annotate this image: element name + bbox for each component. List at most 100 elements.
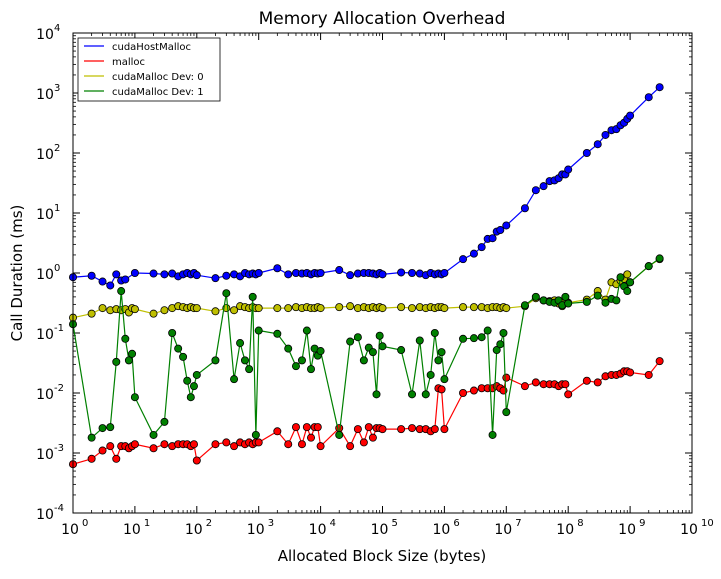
data-point-cudamalloc-dev-0 (459, 303, 468, 312)
data-point-cudahostmalloc (488, 234, 497, 243)
data-point-cudamalloc-dev-1 (353, 333, 362, 342)
data-point-cudahostmalloc (160, 270, 169, 279)
data-point-cudamalloc-dev-1 (375, 331, 384, 340)
data-point-cudamalloc-dev-0 (440, 304, 449, 313)
data-point-cudamalloc-dev-1 (520, 301, 529, 310)
data-point-cudamalloc-dev-0 (211, 307, 220, 316)
data-point-cudamalloc-dev-1 (254, 326, 263, 335)
data-point-cudamalloc-dev-0 (316, 304, 325, 313)
data-point-cudamalloc-dev-1 (430, 328, 439, 337)
x-tick-exponent: 9 (639, 518, 645, 529)
data-point-cudahostmalloc (397, 268, 406, 277)
data-point-malloc (564, 390, 573, 399)
data-point-cudamalloc-dev-1 (397, 346, 406, 355)
data-point-malloc (254, 438, 263, 447)
data-point-cudamalloc-dev-0 (284, 304, 293, 313)
x-tick-label: 10 (309, 522, 327, 538)
x-tick-exponent: 8 (577, 518, 583, 529)
x-tick-exponent: 2 (206, 518, 212, 529)
data-point-malloc (302, 423, 311, 432)
x-tick-label: 10 (185, 522, 203, 538)
y-tick-exponent: -1 (54, 323, 64, 334)
x-tick-label: 10 (432, 522, 450, 538)
data-point-cudamalloc-dev-0 (335, 303, 344, 312)
x-tick-label: 10 (494, 522, 512, 538)
x-tick-exponent: 10 (701, 518, 714, 529)
y-tick-label: 10 (36, 507, 54, 523)
data-point-cudamalloc-dev-1 (483, 326, 492, 335)
data-point-cudamalloc-dev-1 (186, 393, 195, 402)
data-point-cudamalloc-dev-1 (623, 287, 632, 296)
data-point-malloc (359, 438, 368, 447)
data-point-cudamalloc-dev-1 (415, 336, 424, 345)
x-tick-label: 10 (371, 522, 389, 538)
chart-title: Memory Allocation Overhead (259, 9, 506, 29)
data-point-malloc (353, 425, 362, 434)
data-point-cudamalloc-dev-1 (284, 344, 293, 353)
data-point-malloc (222, 438, 231, 447)
data-point-cudahostmalloc (408, 268, 417, 277)
series-cudahostmalloc (69, 83, 664, 290)
series-cudamalloc-dev-1 (69, 254, 664, 442)
data-point-malloc (273, 427, 282, 436)
data-point-cudahostmalloc (273, 264, 282, 273)
data-point-cudamalloc-dev-1 (644, 262, 653, 271)
data-point-cudamalloc-dev-0 (469, 303, 478, 312)
y-tick-exponent: 4 (54, 23, 60, 34)
data-point-cudamalloc-dev-1 (616, 273, 625, 282)
legend-entry-label: cudaMalloc Dev: 1 (112, 87, 204, 98)
data-point-cudahostmalloc (284, 270, 293, 279)
data-point-cudamalloc-dev-0 (408, 304, 417, 313)
data-point-cudamalloc-dev-1 (230, 375, 239, 384)
data-point-malloc (561, 380, 570, 389)
data-point-malloc (307, 433, 316, 442)
data-point-cudamalloc-dev-1 (492, 346, 501, 355)
data-point-cudamalloc-dev-1 (408, 390, 417, 399)
data-point-cudahostmalloc (211, 274, 220, 283)
data-point-cudamalloc-dev-1 (564, 299, 573, 308)
data-point-cudamalloc-dev-1 (593, 291, 602, 300)
data-point-cudamalloc-dev-0 (98, 304, 107, 313)
data-point-malloc (291, 423, 300, 432)
data-point-malloc (192, 456, 201, 465)
data-point-cudamalloc-dev-1 (368, 348, 377, 357)
data-point-cudamalloc-dev-0 (273, 304, 282, 313)
data-point-cudahostmalloc (539, 182, 548, 191)
data-point-malloc (440, 425, 449, 434)
data-point-cudamalloc-dev-1 (378, 342, 387, 351)
data-point-cudahostmalloc (87, 271, 96, 280)
data-point-cudahostmalloc (130, 268, 139, 277)
data-point-cudahostmalloc (502, 221, 511, 230)
data-point-cudamalloc-dev-1 (248, 292, 257, 301)
data-point-cudahostmalloc (601, 130, 610, 139)
x-tick-label: 10 (680, 522, 698, 538)
data-point-malloc (106, 442, 115, 451)
data-point-cudamalloc-dev-1 (469, 334, 478, 343)
data-point-cudahostmalloc (496, 226, 505, 235)
data-point-cudamalloc-dev-1 (307, 365, 316, 374)
series-line-cudahostmalloc (72, 86, 661, 287)
data-point-malloc (655, 357, 664, 366)
data-point-malloc (582, 376, 591, 385)
data-point-cudamalloc-dev-1 (160, 417, 169, 426)
data-point-cudahostmalloc (593, 140, 602, 149)
data-point-cudamalloc-dev-1 (459, 334, 468, 343)
data-point-malloc (531, 378, 540, 387)
data-point-cudamalloc-dev-1 (291, 362, 300, 371)
data-point-cudamalloc-dev-1 (297, 356, 306, 365)
legend-entry-label: malloc (112, 57, 145, 68)
data-point-malloc (502, 373, 511, 382)
x-tick-exponent: 7 (515, 518, 521, 529)
series-cudamalloc-dev-0 (69, 255, 664, 322)
data-point-cudahostmalloc (149, 269, 158, 278)
x-tick-exponent: 4 (330, 518, 336, 529)
data-point-cudamalloc-dev-1 (236, 339, 245, 348)
data-point-cudamalloc-dev-1 (245, 365, 254, 374)
data-point-cudamalloc-dev-1 (434, 356, 443, 365)
data-point-cudahostmalloc (655, 83, 664, 92)
data-point-cudamalloc-dev-1 (496, 340, 505, 349)
data-point-malloc (230, 442, 239, 451)
y-tick-label: 10 (36, 447, 54, 463)
data-point-malloc (297, 440, 306, 449)
